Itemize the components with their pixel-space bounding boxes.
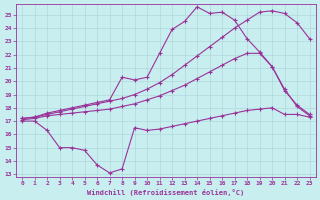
- X-axis label: Windchill (Refroidissement éolien,°C): Windchill (Refroidissement éolien,°C): [87, 189, 244, 196]
